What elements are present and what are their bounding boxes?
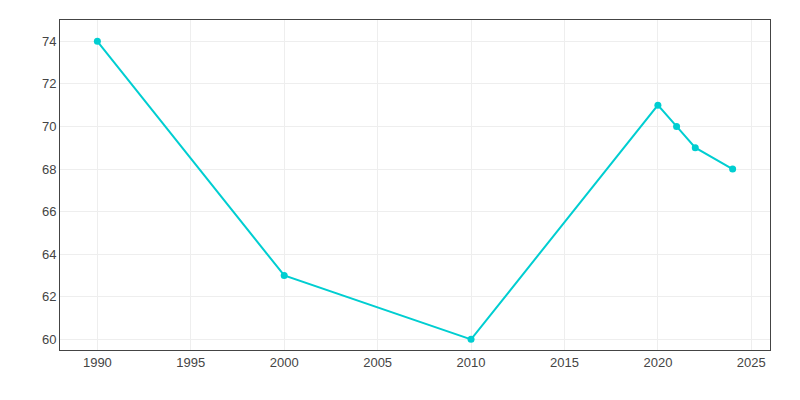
svg-text:2005: 2005 (363, 355, 392, 370)
svg-text:60: 60 (42, 332, 56, 347)
svg-text:66: 66 (42, 204, 56, 219)
svg-text:70: 70 (42, 119, 56, 134)
svg-text:2015: 2015 (550, 355, 579, 370)
svg-text:64: 64 (42, 247, 56, 262)
svg-text:1995: 1995 (176, 355, 205, 370)
svg-text:2025: 2025 (737, 355, 766, 370)
svg-text:68: 68 (42, 162, 56, 177)
svg-text:1990: 1990 (83, 355, 112, 370)
svg-text:2010: 2010 (457, 355, 486, 370)
svg-text:62: 62 (42, 289, 56, 304)
svg-text:74: 74 (42, 34, 56, 49)
svg-text:72: 72 (42, 76, 56, 91)
svg-text:2020: 2020 (643, 355, 672, 370)
svg-text:2000: 2000 (270, 355, 299, 370)
